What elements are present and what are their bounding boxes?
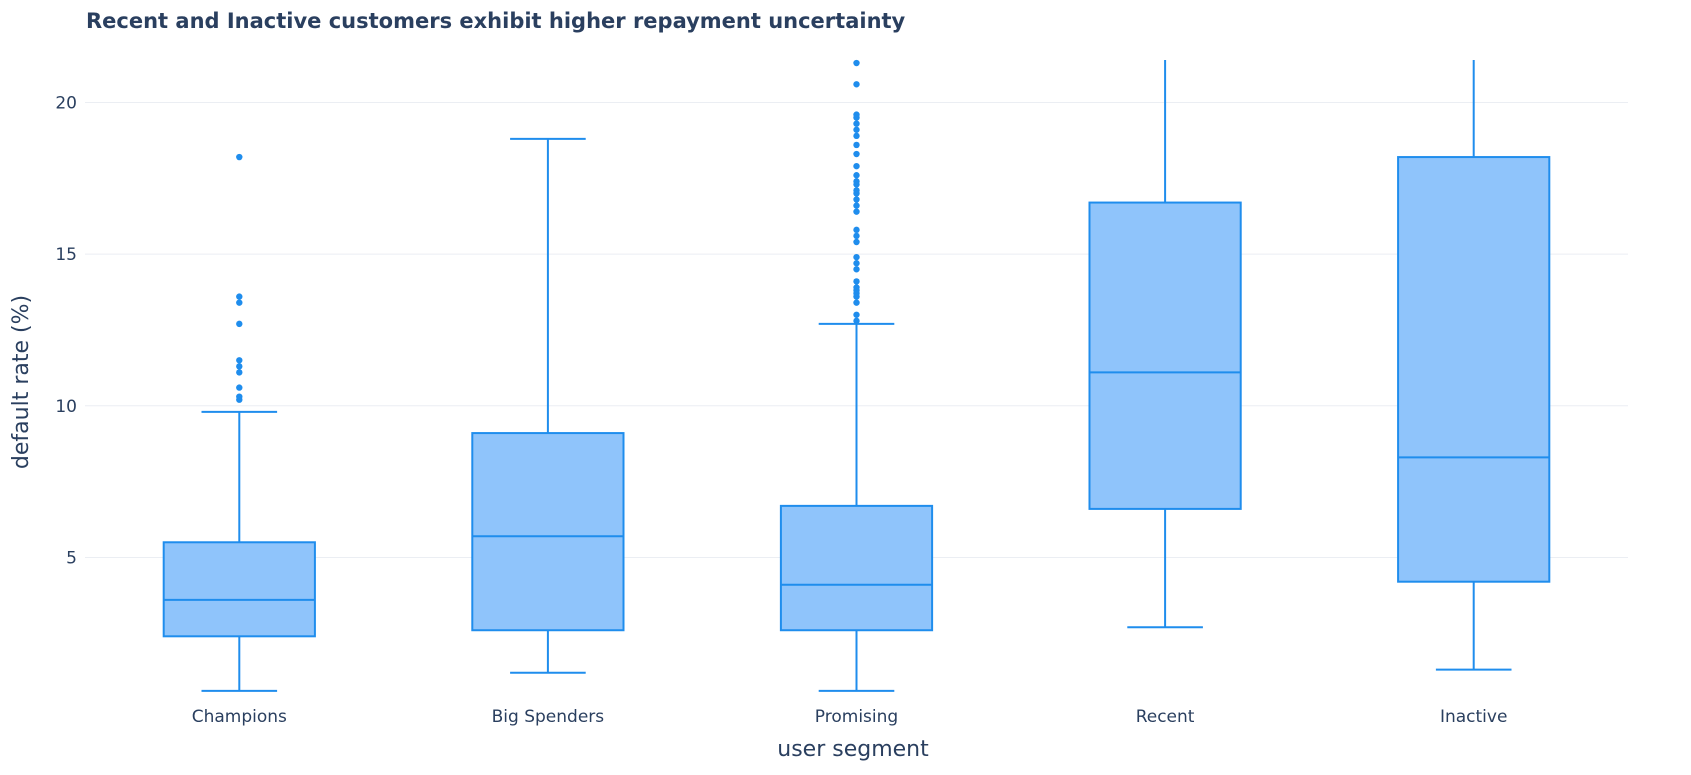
- outlier-point: [236, 369, 243, 376]
- iqr-box: [471, 432, 625, 632]
- outlier-point: [853, 299, 860, 306]
- outlier-point: [853, 126, 860, 133]
- outlier-point: [853, 172, 860, 179]
- outlier-point: [236, 293, 243, 300]
- y-tick-label: 15: [55, 245, 77, 265]
- outlier-point: [853, 238, 860, 246]
- x-axis-ticks: Champions Big Spenders Promising Recent Inac…: [192, 707, 1508, 727]
- box-promising: [779, 59, 934, 692]
- y-axis-title: default rate (%): [9, 295, 34, 469]
- outlier-point: [853, 232, 860, 240]
- outlier-point: [236, 384, 243, 391]
- x-tick-label: Promising: [815, 707, 898, 727]
- iqr-box: [779, 504, 934, 632]
- outlier-point: [853, 260, 860, 267]
- outlier-point: [853, 266, 860, 273]
- outlier-point: [236, 153, 243, 161]
- outlier-point: [853, 81, 860, 88]
- x-tick-label: Big Spenders: [492, 707, 605, 727]
- box-inactive: [1397, 60, 1551, 671]
- outlier-point: [236, 363, 243, 370]
- outlier-point: [853, 178, 860, 185]
- outlier-point: [853, 202, 860, 209]
- chart-title: Recent and Inactive customers exhibit hi…: [86, 9, 906, 33]
- outlier-point: [853, 311, 860, 318]
- outlier-point: [853, 196, 860, 203]
- outlier-point: [853, 120, 860, 127]
- y-axis-ticks: 5 10 15 20: [55, 93, 77, 568]
- outlier-point: [853, 284, 860, 291]
- y-tick-label: 20: [55, 93, 77, 113]
- box-champions: [162, 153, 316, 692]
- outlier-point: [853, 226, 860, 234]
- box-big-spenders: [471, 137, 625, 674]
- iqr-box: [162, 541, 316, 638]
- outlier-point: [236, 393, 243, 400]
- outlier-point: [236, 357, 243, 364]
- outlier-point: [853, 278, 860, 285]
- iqr-box: [1397, 156, 1551, 583]
- outlier-point: [853, 253, 860, 261]
- outlier-point: [853, 141, 860, 149]
- outlier-point: [853, 150, 860, 158]
- outlier-point: [853, 132, 860, 140]
- outlier-point: [853, 208, 860, 215]
- y-tick-label: 10: [55, 397, 77, 417]
- outlier-point: [853, 111, 860, 118]
- outlier-point: [853, 59, 860, 67]
- outlier-point: [236, 299, 243, 306]
- x-tick-label: Recent: [1136, 707, 1195, 727]
- outlier-point: [853, 317, 860, 325]
- outlier-point: [853, 162, 860, 170]
- y-tick-label: 5: [66, 548, 77, 568]
- x-tick-label: Inactive: [1440, 707, 1507, 727]
- outlier-point: [853, 187, 860, 194]
- iqr-box: [1088, 201, 1242, 510]
- outlier-point: [236, 320, 243, 328]
- x-tick-label: Champions: [192, 707, 287, 727]
- box-recent: [1088, 60, 1242, 629]
- boxes: [162, 59, 1551, 692]
- x-axis-title: user segment: [777, 737, 929, 762]
